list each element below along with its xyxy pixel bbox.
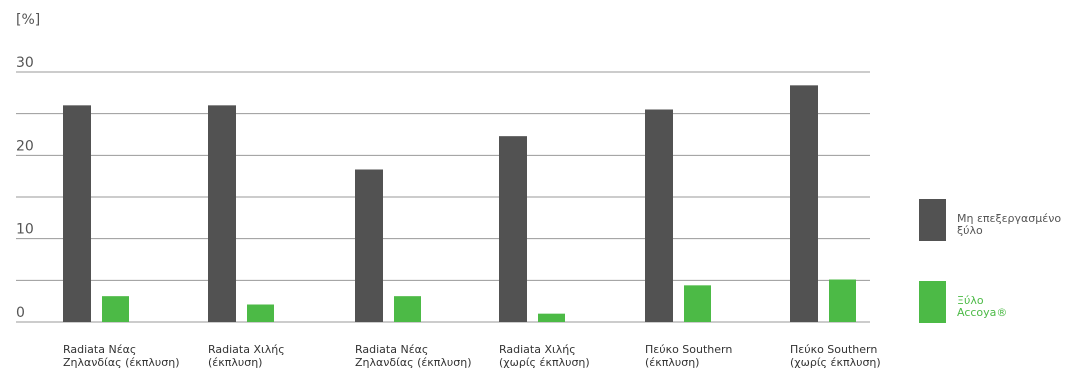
category-label: Radiata Χιλής [208,343,285,356]
bar [63,105,91,322]
bar [829,279,856,322]
bar [645,109,673,322]
category-label: Radiata Νέας [355,343,428,356]
y-tick-label: 30 [16,55,34,71]
bar [538,313,565,322]
legend-label: ξύλο [957,224,983,237]
bar [790,85,818,322]
legend-label: Ξύλο [957,294,984,307]
y-tick-labels: 0 10 20 30 [16,55,34,321]
y-tick-label: 0 [16,305,25,321]
category-label: (χωρίς έκπλυση) [499,356,590,369]
category-label: (χωρίς έκπλυση) [790,356,881,369]
category-label: Ζηλανδίας (έκπλυση) [63,356,180,369]
y-tick-label: 10 [16,222,34,238]
legend-label: Accoya® [957,306,1007,319]
category-label: (έκπλυση) [645,356,699,369]
bar [102,296,129,322]
bar [208,105,236,322]
category-label: (έκπλυση) [208,356,262,369]
bar [394,296,421,322]
category-label: Ζηλανδίας (έκπλυση) [355,356,472,369]
bars [63,85,856,322]
legend-label: Μη επεξεργασμένο [957,212,1061,225]
category-label: Πεύκο Southern [645,343,732,356]
bar [247,304,274,322]
category-label: Πεύκο Southern [790,343,877,356]
bar [499,136,527,322]
bar [684,285,711,322]
gridlines [16,71,870,323]
y-axis-unit-label: [%] [16,12,40,28]
legend-swatch [919,199,946,241]
y-tick-label: 20 [16,138,34,154]
category-label: Radiata Νέας [63,343,136,356]
category-label: Radiata Χιλής [499,343,576,356]
legend-swatch [919,281,946,323]
bar [355,169,383,322]
